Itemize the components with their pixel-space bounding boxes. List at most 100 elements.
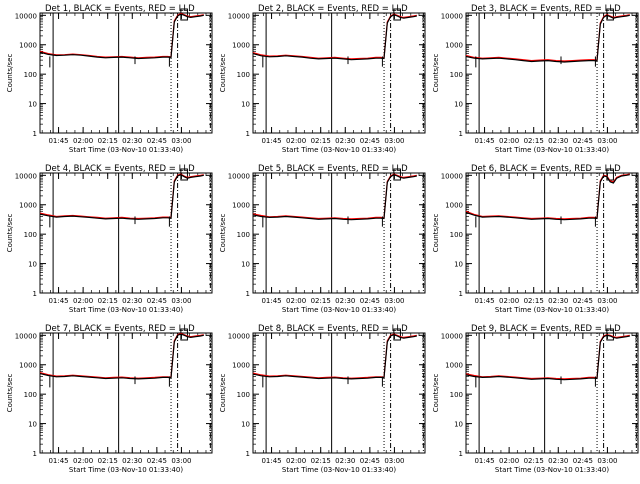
x-tick-label: 02:00 <box>286 297 306 305</box>
x-tick-label: 01:45 <box>48 137 68 145</box>
chart-panel-9: Det 9, BLACK = Events, RED = LLD 1 10 100 10… <box>432 324 639 474</box>
x-axis-label: Start Time (03-Nov-10 01:33:40) <box>69 146 183 154</box>
x-tick-label: 03:00 <box>171 137 191 145</box>
y-tick-label: 100 <box>450 71 463 79</box>
y-tick-label: 1 <box>33 130 37 138</box>
x-tick-label: 02:45 <box>360 457 380 465</box>
x-tick-label: 02:15 <box>524 297 544 305</box>
y-tick-label: 1 <box>459 450 463 458</box>
x-tick-label: 02:00 <box>286 457 306 465</box>
y-axis-label: Counts/sec <box>219 214 227 253</box>
series-line-lld <box>39 12 204 59</box>
x-tick-label: 02:00 <box>499 457 519 465</box>
y-tick-label: 10 <box>454 421 463 429</box>
x-tick-label: 02:30 <box>335 137 355 145</box>
y-tick-label: 1000 <box>445 42 463 50</box>
x-tick-label: 02:45 <box>573 457 593 465</box>
y-tick-label: 1000 <box>232 362 250 370</box>
x-tick-label: 02:00 <box>73 457 93 465</box>
x-tick-label: 01:45 <box>474 137 494 145</box>
series-line-lld <box>465 334 630 380</box>
chart-panel-5: Det 5, BLACK = Events, RED = LLD 1 10 100 10… <box>219 164 426 314</box>
y-tick-label: 100 <box>450 231 463 239</box>
y-tick-label: 1000 <box>445 202 463 210</box>
x-tick-label: 02:45 <box>573 297 593 305</box>
x-tick-label: 02:00 <box>499 297 519 305</box>
x-tick-label: 03:00 <box>171 297 191 305</box>
x-tick-label: 02:15 <box>311 297 331 305</box>
y-tick-label: 1000 <box>19 362 37 370</box>
x-tick-label: 03:00 <box>171 457 191 465</box>
x-tick-label: 03:00 <box>384 297 404 305</box>
x-axis-label: Start Time (03-Nov-10 01:33:40) <box>495 306 609 314</box>
y-axis-label: Counts/sec <box>6 374 14 413</box>
chart-panel-1: Det 1, BLACK = Events, RED = LLD 1 10 100 10… <box>6 4 213 154</box>
y-tick-label: 10 <box>28 261 37 269</box>
y-tick-label: 10000 <box>15 12 37 20</box>
y-axis-label: Counts/sec <box>6 214 14 253</box>
x-tick-label: 02:30 <box>548 137 568 145</box>
x-tick-label: 01:45 <box>474 457 494 465</box>
x-tick-label: 02:00 <box>286 137 306 145</box>
plot-frame <box>39 12 213 134</box>
y-tick-label: 10000 <box>441 172 463 180</box>
chart-panel-3: Det 3, BLACK = Events, RED = LLD 1 10 100 10… <box>432 4 639 154</box>
x-tick-label: 01:45 <box>48 297 68 305</box>
series-line-lld <box>465 14 630 62</box>
x-tick-label: 02:30 <box>335 457 355 465</box>
plot-frame <box>465 332 639 454</box>
x-tick-label: 02:15 <box>98 457 118 465</box>
y-tick-label: 1000 <box>445 362 463 370</box>
x-tick-label: 02:15 <box>311 457 331 465</box>
x-axis-label: Start Time (03-Nov-10 01:33:40) <box>495 466 609 474</box>
x-tick-label: 02:45 <box>147 297 167 305</box>
x-tick-label: 02:00 <box>499 137 519 145</box>
y-tick-label: 10000 <box>228 332 250 340</box>
y-tick-label: 1 <box>459 290 463 298</box>
y-tick-label: 100 <box>237 391 250 399</box>
y-tick-label: 100 <box>450 391 463 399</box>
x-tick-label: 01:45 <box>474 297 494 305</box>
y-tick-label: 10 <box>28 421 37 429</box>
y-axis-label: Counts/sec <box>219 54 227 93</box>
chart-panel-8: Det 8, BLACK = Events, RED = LLD 1 10 100 10… <box>219 324 426 474</box>
y-tick-label: 1 <box>246 130 250 138</box>
y-tick-label: 1 <box>246 450 250 458</box>
y-tick-label: 10000 <box>15 172 37 180</box>
x-tick-label: 02:45 <box>147 137 167 145</box>
chart-title: Det 3, BLACK = Events, RED = LLD <box>471 4 621 14</box>
series-line-lld <box>39 173 204 220</box>
y-tick-label: 10 <box>454 261 463 269</box>
x-tick-label: 01:45 <box>261 137 281 145</box>
chart-title: Det 8, BLACK = Events, RED = LLD <box>258 324 408 334</box>
chart-panel-7: Det 7, BLACK = Events, RED = LLD 1 10 100 10… <box>6 324 213 474</box>
x-tick-label: 01:45 <box>261 297 281 305</box>
y-tick-label: 100 <box>24 71 37 79</box>
y-tick-label: 10000 <box>441 12 463 20</box>
x-tick-label: 02:00 <box>73 137 93 145</box>
x-tick-label: 02:30 <box>122 457 142 465</box>
y-tick-label: 1000 <box>232 202 250 210</box>
y-tick-label: 10000 <box>228 172 250 180</box>
x-tick-label: 02:15 <box>524 457 544 465</box>
x-tick-label: 03:00 <box>597 457 617 465</box>
y-axis-label: Counts/sec <box>6 54 14 93</box>
x-tick-label: 03:00 <box>597 137 617 145</box>
series-line-lld <box>465 173 630 220</box>
y-tick-label: 10000 <box>441 332 463 340</box>
y-axis-label: Counts/sec <box>432 374 440 413</box>
chart-title: Det 1, BLACK = Events, RED = LLD <box>45 4 195 14</box>
y-tick-label: 1 <box>33 450 37 458</box>
x-axis-label: Start Time (03-Nov-10 01:33:40) <box>69 466 183 474</box>
x-tick-label: 03:00 <box>597 297 617 305</box>
y-tick-label: 100 <box>24 391 37 399</box>
y-axis-label: Counts/sec <box>219 374 227 413</box>
y-tick-label: 10 <box>28 101 37 109</box>
y-tick-label: 1 <box>33 290 37 298</box>
y-axis-label: Counts/sec <box>432 54 440 93</box>
y-tick-label: 1 <box>459 130 463 138</box>
y-tick-label: 100 <box>24 231 37 239</box>
y-tick-label: 10 <box>241 261 250 269</box>
chart-title: Det 7, BLACK = Events, RED = LLD <box>45 324 195 334</box>
series-line-events <box>39 174 204 220</box>
